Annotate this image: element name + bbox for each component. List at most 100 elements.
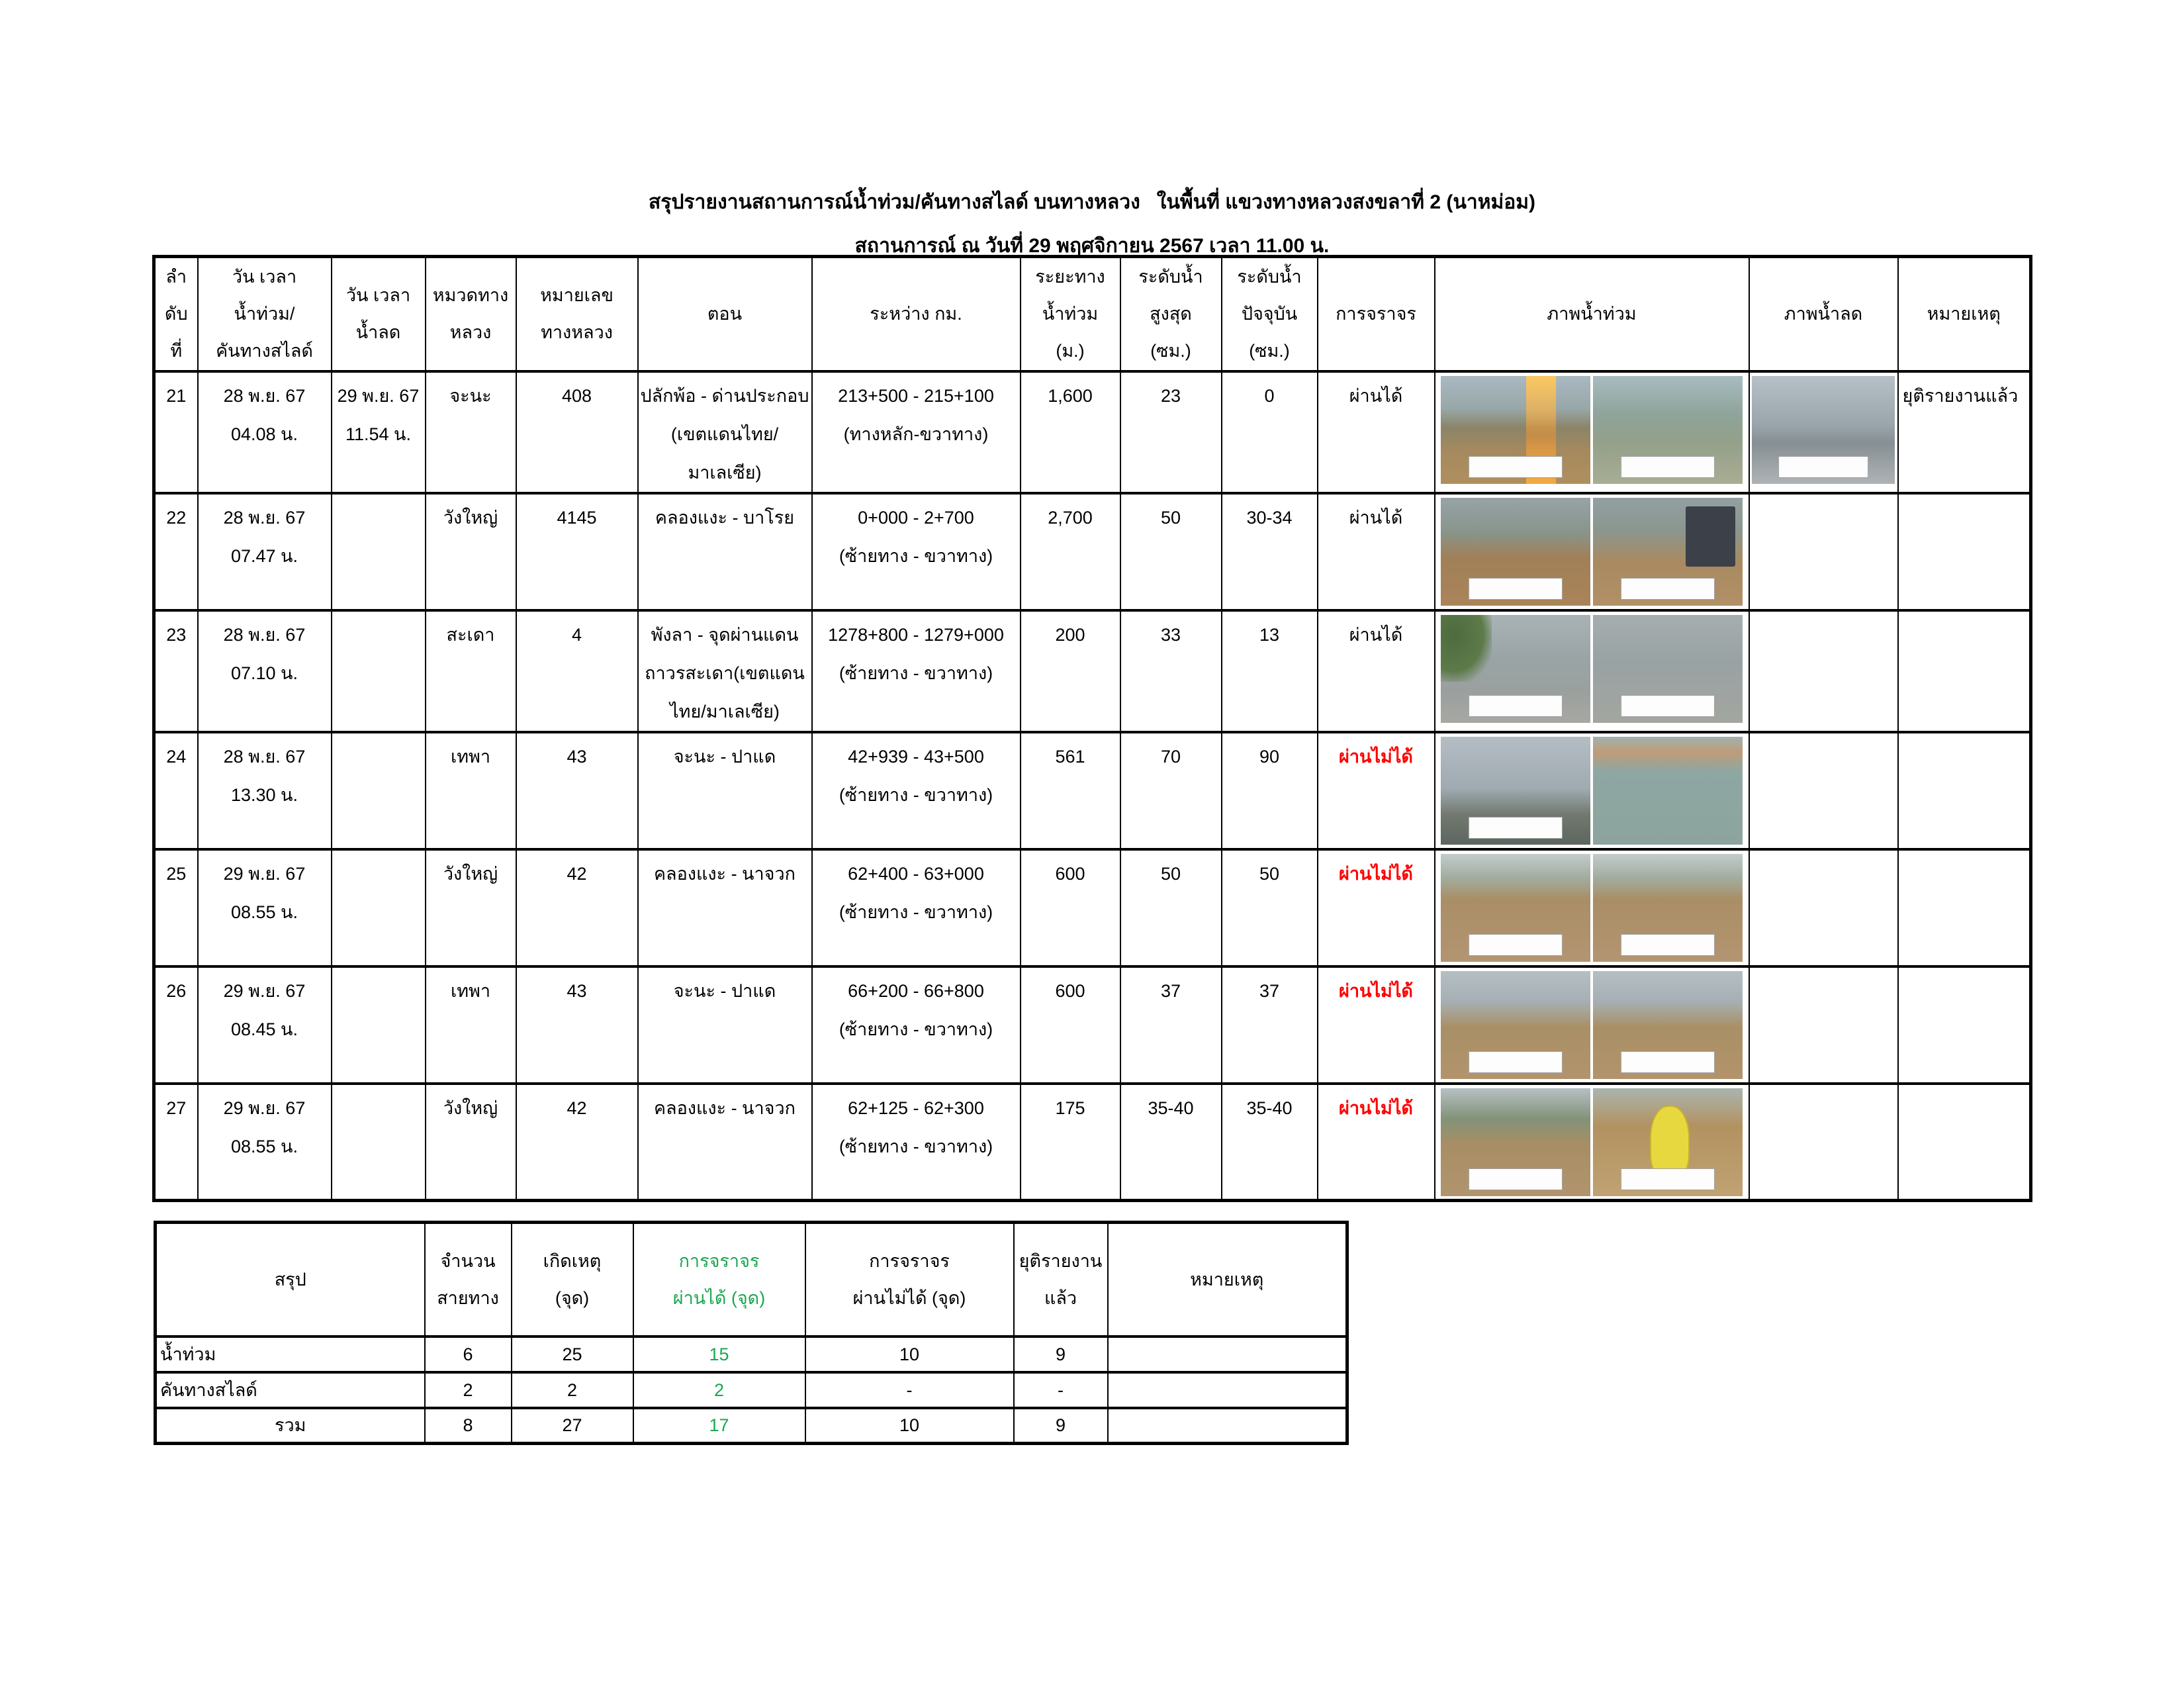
remark-cell — [1897, 964, 2032, 1085]
route-no-cell: 42 — [515, 847, 639, 968]
summary-col-ended: ยุติรายงาน แล้ว — [1013, 1221, 1109, 1338]
flood-road-photo — [1441, 497, 1590, 606]
division-cell: จะนะ — [424, 369, 517, 494]
photo-caption — [1468, 1168, 1563, 1190]
division-cell: เทพา — [424, 730, 517, 851]
flood-road-photo — [1441, 736, 1590, 845]
km-range-cell: 66+200 - 66+800 (ซ้ายทาง - ขวาทาง) — [811, 964, 1021, 1085]
flood-distance-cell: 175 — [1019, 1082, 1121, 1202]
summary-col-impassable: การจราจร ผ่านไม่ได้ (จุด) — [804, 1221, 1015, 1338]
remark-cell — [1897, 491, 2032, 612]
recede-photo-cell — [1748, 847, 1899, 968]
routes-count: 6 — [424, 1335, 512, 1374]
col-header-section: ตอน — [637, 255, 813, 373]
route-no-cell: 4 — [515, 608, 639, 733]
max-water-cell: 37 — [1119, 964, 1222, 1085]
traffic-status: ผ่านได้ — [1316, 608, 1435, 733]
photo-caption — [1468, 816, 1563, 839]
incidents-count: 25 — [510, 1335, 634, 1374]
impassable-count: 10 — [804, 1406, 1015, 1445]
traffic-status: ผ่านไม่ได้ — [1316, 847, 1435, 968]
traffic-status: ผ่านไม่ได้ — [1316, 1082, 1435, 1202]
section-cell: จะนะ - ปาแด — [637, 730, 813, 851]
traffic-status: ผ่านได้ — [1316, 491, 1435, 612]
flood-road-photo — [1593, 970, 1743, 1079]
seq-cell: 26 — [153, 964, 199, 1085]
flood-road-photo — [1593, 736, 1743, 845]
recede-datetime-cell — [330, 730, 426, 851]
route-no-cell: 42 — [515, 1082, 639, 1202]
km-range-cell: 213+500 - 215+100 (ทางหลัก-ขวาทาง) — [811, 369, 1021, 494]
flood-road-photo — [1441, 853, 1590, 962]
col-header-current-water-level: ระดับน้ำ ปัจจุบัน (ซม.) — [1220, 255, 1318, 373]
recede-datetime-cell — [330, 608, 426, 733]
passable-count: 15 — [632, 1335, 806, 1374]
recede-photo-cell — [1748, 964, 1899, 1085]
flood-distance-cell: 600 — [1019, 847, 1121, 968]
max-water-cell: 35-40 — [1119, 1082, 1222, 1202]
flood-datetime-cell: 28 พ.ย. 67 13.30 น. — [197, 730, 332, 851]
col-header-division: หมวดทาง หลวง — [424, 255, 517, 373]
col-header-recede-photo: ภาพน้ำลด — [1748, 255, 1899, 373]
photo-caption — [1620, 1051, 1715, 1073]
table-row-26: 26 29 พ.ย. 67 08.45 น. เทพา 43 จะนะ - ปา… — [153, 964, 2032, 1085]
ended-count: 9 — [1013, 1406, 1109, 1445]
seq-cell: 24 — [153, 730, 199, 851]
route-no-cell: 43 — [515, 730, 639, 851]
photo-caption — [1620, 1168, 1715, 1190]
seq-cell: 21 — [153, 369, 199, 494]
flood-road-photo — [1441, 614, 1590, 723]
recede-photo-cell — [1748, 1082, 1899, 1202]
col-header-max-water-level: ระดับน้ำ สูงสุด (ซม.) — [1119, 255, 1222, 373]
col-header-flood-distance: ระยะทาง น้ำท่วม (ม.) — [1019, 255, 1121, 373]
km-range-cell: 62+125 - 62+300 (ซ้ายทาง - ขวาทาง) — [811, 1082, 1021, 1202]
flood-distance-cell: 561 — [1019, 730, 1121, 851]
section-cell: คลองแงะ - นาจวก — [637, 1082, 813, 1202]
table-row-22: 22 28 พ.ย. 67 07.47 น. วังใหญ่ 4145 คลอง… — [153, 491, 2032, 612]
routes-count: 2 — [424, 1370, 512, 1409]
seq-cell: 22 — [153, 491, 199, 612]
receded-road-photo — [1752, 375, 1895, 484]
recede-datetime-cell — [330, 1082, 426, 1202]
flood-photos-cell — [1433, 1082, 1750, 1202]
flood-datetime-cell: 28 พ.ย. 67 07.47 น. — [197, 491, 332, 612]
photo-caption — [1620, 694, 1715, 717]
summary-col-routes: จำนวน สายทาง — [424, 1221, 512, 1338]
col-header-seq: ลำ ดับ ที่ — [153, 255, 199, 373]
col-header-traffic: การจราจร — [1316, 255, 1435, 373]
flood-road-photo — [1593, 1088, 1743, 1196]
remark-cell: ยุติรายงานแล้ว — [1897, 369, 2032, 494]
photo-caption — [1468, 694, 1563, 717]
routes-count: 8 — [424, 1406, 512, 1445]
summary-row-slide: คันทางสไลด์ 2 2 2 - - — [154, 1370, 1348, 1409]
section-cell: ปลักพ้อ - ด่านประกอบ (เขตแดนไทย/มาเลเซีย… — [637, 369, 813, 494]
summary-row-total: รวม 8 27 17 10 9 — [154, 1406, 1348, 1445]
flood-road-photo — [1593, 853, 1743, 962]
passable-count: 17 — [632, 1406, 806, 1445]
traffic-status: ผ่านไม่ได้ — [1316, 730, 1435, 851]
current-water-cell: 13 — [1220, 608, 1318, 733]
division-cell: วังใหญ่ — [424, 1082, 517, 1202]
summary-col-passable: การจราจร ผ่านได้ (จุด) — [632, 1221, 806, 1338]
summary-remark — [1107, 1406, 1348, 1445]
flood-datetime-cell: 29 พ.ย. 67 08.45 น. — [197, 964, 332, 1085]
route-no-cell: 43 — [515, 964, 639, 1085]
report-subtitle: สถานการณ์ ณ วันที่ 29 พฤศจิกายน 2567 เวล… — [854, 235, 1330, 257]
incidents-count: 27 — [510, 1406, 634, 1445]
max-water-cell: 70 — [1119, 730, 1222, 851]
remark-cell — [1897, 1082, 2032, 1202]
flood-datetime-cell: 28 พ.ย. 67 07.10 น. — [197, 608, 332, 733]
division-cell: เทพา — [424, 964, 517, 1085]
flood-distance-cell: 1,600 — [1019, 369, 1121, 494]
route-no-cell: 4145 — [515, 491, 639, 612]
col-header-flood-photo: ภาพน้ำท่วม — [1433, 255, 1750, 373]
traffic-status: ผ่านได้ — [1316, 369, 1435, 494]
table-row-23: 23 28 พ.ย. 67 07.10 น. สะเดา 4 พังลา - จ… — [153, 608, 2032, 733]
division-cell: วังใหญ่ — [424, 847, 517, 968]
impassable-count: - — [804, 1370, 1015, 1409]
flood-road-photo — [1593, 497, 1743, 606]
flood-road-photo — [1441, 1088, 1590, 1196]
summary-remark — [1107, 1335, 1348, 1374]
flood-photos-cell — [1433, 847, 1750, 968]
